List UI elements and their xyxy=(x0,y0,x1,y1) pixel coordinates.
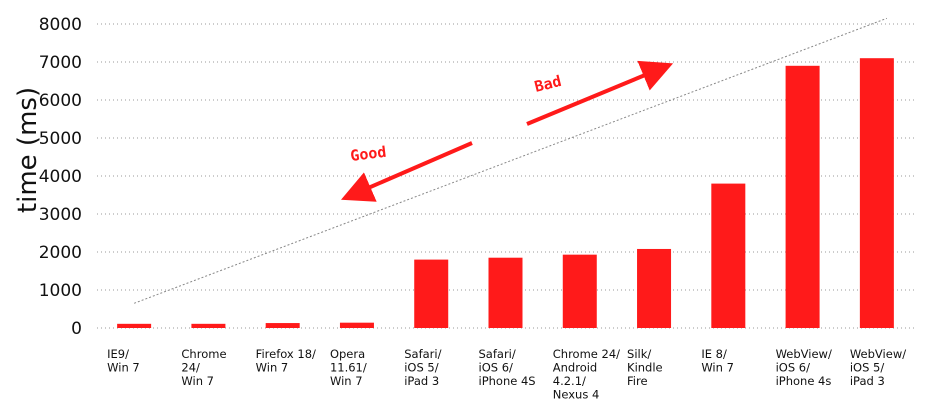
gridlines xyxy=(97,23,914,329)
x-tick-label: Silk/Kindle Fire xyxy=(627,347,663,388)
y-tick-label: 6000 xyxy=(39,91,82,111)
y-axis-label: time (ms) xyxy=(13,87,43,213)
annotation-bad: Bad xyxy=(533,72,564,96)
x-tick-label: Safari/iOS 5/iPad 3 xyxy=(404,347,441,388)
bar xyxy=(191,323,226,328)
bar xyxy=(637,248,672,328)
y-tick-label: 4000 xyxy=(39,167,82,187)
y-tick-label: 5000 xyxy=(39,129,82,149)
x-tick-label: Chrome 24/Android 4.2.1/Nexus 4 xyxy=(553,347,620,402)
y-tick-label: 8000 xyxy=(39,15,82,35)
y-axis-ticks: 0 1000 2000 3000 4000 5000 6000 7000 8000 xyxy=(39,15,82,339)
arrow-bad-icon xyxy=(526,60,674,126)
y-tick-label: 0 xyxy=(71,319,82,339)
arrow-good-icon xyxy=(340,141,473,202)
x-tick-label: Safari/iOS 6/iPhone 4S xyxy=(479,347,536,388)
bar xyxy=(339,322,374,328)
bars xyxy=(117,58,894,329)
bar xyxy=(711,183,746,328)
bar xyxy=(562,254,597,328)
y-tick-label: 2000 xyxy=(39,243,82,263)
x-tick-label: IE 8/Win 7 xyxy=(701,347,734,375)
x-tick-label: WebView/iOS 5/iPad 3 xyxy=(850,347,906,388)
y-tick-label: 1000 xyxy=(39,281,82,301)
x-tick-label: IE9/Win 7 xyxy=(107,347,140,375)
x-tick-label: Chrome 24/Win 7 xyxy=(181,347,226,388)
annotation-good: Good xyxy=(349,143,387,165)
y-tick-label: 7000 xyxy=(39,53,82,73)
x-tick-label: WebView/iOS 6/iPhone 4s xyxy=(776,347,832,388)
bar xyxy=(785,65,820,329)
x-axis-ticks: IE9/Win 7 Chrome 24/Win 7 Firefox 18/Win 7 O… xyxy=(107,347,906,402)
bar xyxy=(117,323,152,328)
x-tick-label: Opera 11.61/Win 7 xyxy=(330,347,367,388)
y-tick-label: 3000 xyxy=(39,205,82,225)
x-tick-label: Firefox 18/Win 7 xyxy=(256,347,316,375)
bar xyxy=(488,257,523,328)
bar xyxy=(859,58,894,328)
bar xyxy=(414,259,449,328)
bar xyxy=(265,323,300,328)
